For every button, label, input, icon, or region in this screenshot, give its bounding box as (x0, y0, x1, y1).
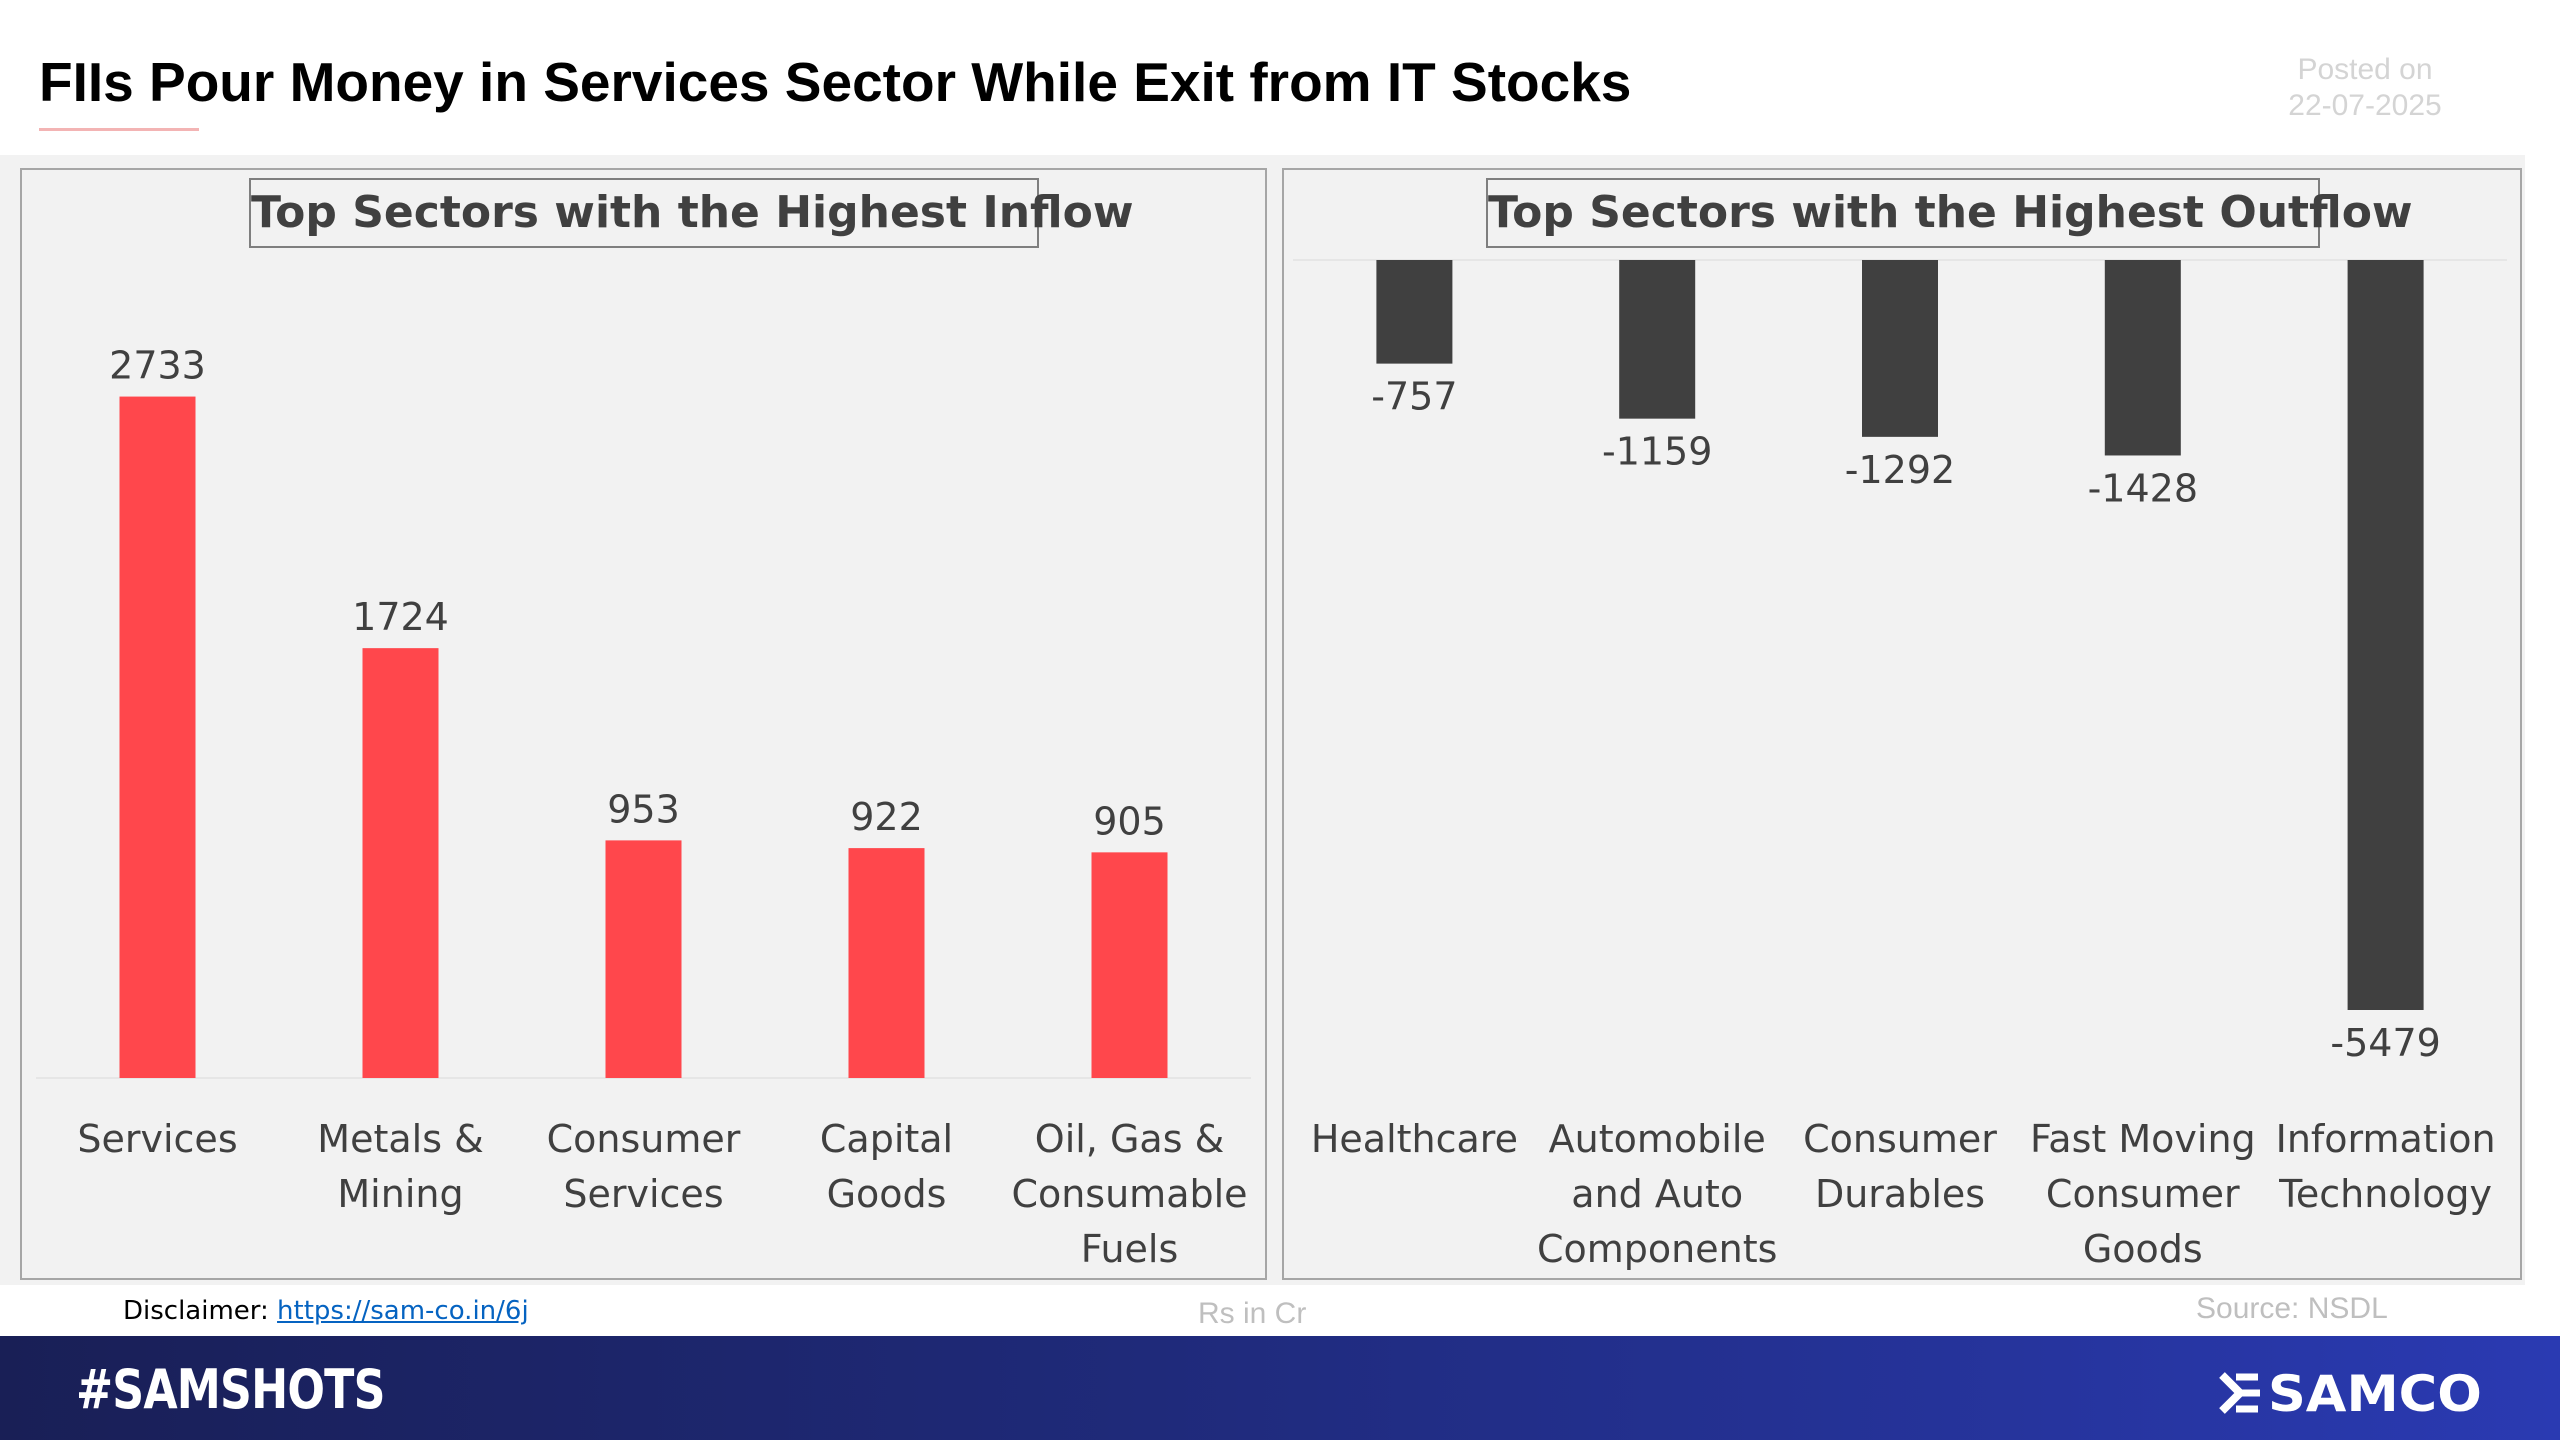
inflow-chart: 2733 Services 1724 Metals & Mining 953 Consume… (36, 344, 1251, 1271)
chart-0-value-label-2: 953 (607, 787, 680, 831)
units-note: Rs in Cr (1198, 1297, 1307, 1330)
inflow-chart-title: Top Sectors with the Highest Inflow (249, 178, 1134, 248)
chart-1-bar-1 (1619, 260, 1696, 419)
chart-1-category-label-3-line-1: Consumer (2046, 1172, 2240, 1216)
disclaimer-label: Disclaimer: (123, 1296, 269, 1326)
chart-0-value-label-0: 2733 (109, 344, 206, 388)
chart-0-bar-0 (119, 396, 196, 1078)
chart-1-category-label-1-line-0: Automobile (1549, 1117, 1766, 1161)
chart-0-category-label-1-line-0: Metals & (317, 1117, 483, 1161)
disclaimer: Disclaimer: https://sam-co.in/6j (123, 1296, 529, 1326)
posted-label: Posted on (2297, 53, 2433, 86)
hashtag-label: #SAMSHOTS (76, 1358, 385, 1421)
chart-1-category-label-4-line-0: Information (2276, 1117, 2496, 1161)
posted-date-block: Posted on 22-07-2025 (2245, 52, 2485, 124)
chart-0-category-label-4-line-1: Consumable (1011, 1172, 1247, 1216)
chart-1-bar-4 (2347, 260, 2424, 1010)
chart-1-value-label-1: -1159 (1602, 430, 1712, 474)
outflow-chart-title: Top Sectors with the Highest Outflow (1486, 178, 2413, 248)
posted-date: 22-07-2025 (2288, 89, 2442, 122)
inflow-chart-panel: 2733 Services 1724 Metals & Mining 953 Consume… (20, 168, 1267, 1280)
chart-1-category-label-3-line-0: Fast Moving (2030, 1117, 2256, 1161)
chart-1-value-label-3: -1428 (2088, 466, 2198, 510)
chart-1-category-label-4-line-1: Technology (2278, 1172, 2492, 1216)
chart-1-bar-3 (2104, 260, 2181, 456)
chart-1-category-label-3-line-2: Goods (2083, 1227, 2203, 1271)
chart-1-value-label-4: -5479 (2330, 1021, 2440, 1065)
chart-0-value-label-4: 905 (1093, 799, 1166, 843)
disclaimer-link[interactable]: https://sam-co.in/6j (277, 1296, 529, 1326)
brand-name: SAMCO (2268, 1365, 2482, 1423)
chart-1-value-label-2: -1292 (1845, 448, 1955, 492)
chart-1-category-label-1-line-2: Components (1537, 1227, 1777, 1271)
chart-1-category-label-2-line-0: Consumer (1803, 1117, 1997, 1161)
chart-0-bar-1 (362, 648, 439, 1078)
source-note: Source: NSDL (2196, 1292, 2388, 1325)
outflow-chart-panel: -757 Healthcare -1159 Automobile and Auto Com… (1282, 168, 2522, 1280)
samco-logo-icon (2219, 1372, 2260, 1414)
chart-1-category-label-2-line-1: Durables (1815, 1172, 1985, 1216)
footer-bar (0, 1336, 2560, 1440)
chart-0-category-label-4-line-2: Fuels (1081, 1227, 1179, 1271)
chart-1-value-label-0: -757 (1371, 375, 1457, 419)
chart-1-category-label-0-line-0: Healthcare (1311, 1117, 1518, 1161)
title-underline (39, 128, 199, 131)
chart-1-category-label-1-line-1: and Auto (1571, 1172, 1743, 1216)
chart-0-category-label-2-line-0: Consumer (547, 1117, 741, 1161)
chart-0-category-label-2-line-1: Services (563, 1172, 723, 1216)
chart-0-category-label-3-line-1: Goods (827, 1172, 947, 1216)
chart-0-bar-4 (1091, 852, 1168, 1078)
chart-0-category-label-0-line-0: Services (77, 1117, 237, 1161)
chart-1-bar-2 (1862, 260, 1938, 437)
chart-0-value-label-1: 1724 (352, 595, 449, 639)
chart-0-value-label-3: 922 (850, 795, 923, 839)
chart-0-category-label-3-line-0: Capital (820, 1117, 953, 1161)
outflow-chart: -757 Healthcare -1159 Automobile and Auto Com… (1293, 259, 2507, 1271)
chart-0-bar-3 (848, 848, 925, 1078)
chart-0-category-label-1-line-1: Mining (337, 1172, 463, 1216)
chart-1-bar-0 (1376, 260, 1453, 364)
chart-0-bar-2 (605, 840, 682, 1078)
brand-logo: SAMCO (2218, 1364, 2482, 1424)
page-title: FIIs Pour Money in Services Sector While… (39, 51, 1632, 113)
chart-0-category-label-4-line-0: Oil, Gas & (1035, 1117, 1224, 1161)
